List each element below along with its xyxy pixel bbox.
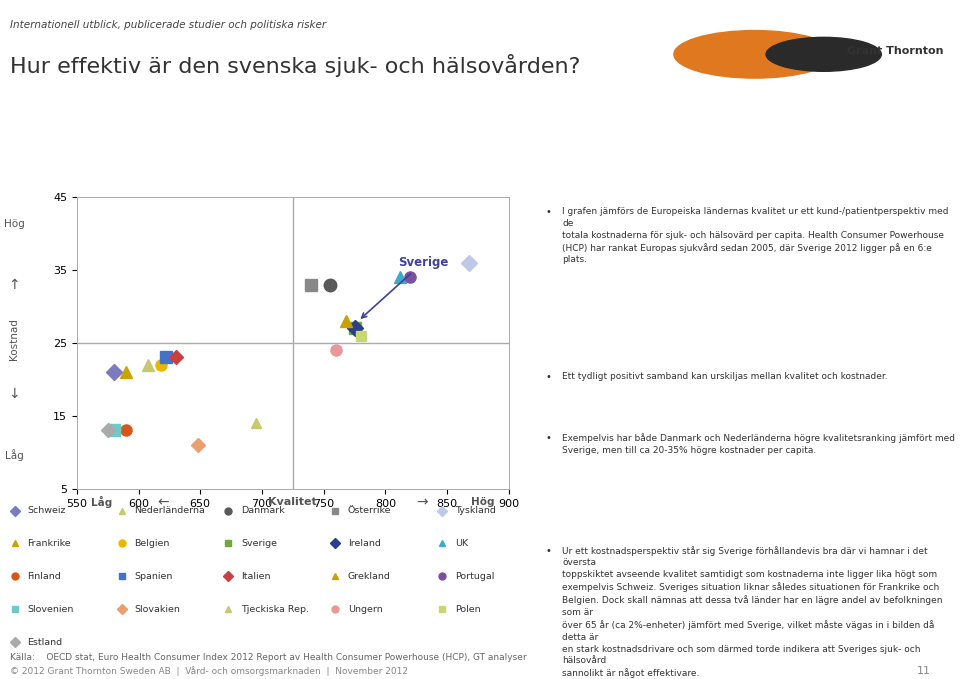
Text: Ireland: Ireland: [348, 539, 381, 548]
Text: Kommentarer: Kommentarer: [549, 158, 657, 172]
Text: ↑: ↑: [9, 278, 20, 292]
Text: Grekland: Grekland: [348, 572, 391, 581]
Text: •: •: [545, 372, 551, 382]
Text: ↓: ↓: [9, 387, 20, 401]
Text: Kvalitet ur ett kund/patient perspektiv jmf. med sjuk- och: Kvalitet ur ett kund/patient perspektiv …: [20, 153, 403, 166]
Circle shape: [674, 31, 835, 78]
Text: Portugal: Portugal: [455, 572, 494, 581]
Text: Ett tydligt positivt samband kan urskiljas mellan kvalitet och kostnader.: Ett tydligt positivt samband kan urskilj…: [562, 372, 888, 381]
Text: Nederländerna: Nederländerna: [134, 506, 205, 515]
Text: →: →: [417, 496, 428, 509]
Text: Schweiz: Schweiz: [28, 506, 66, 515]
Text: Tyskland: Tyskland: [455, 506, 495, 515]
Text: Italien: Italien: [241, 572, 271, 581]
Text: Källa:    OECD stat, Euro Health Consumer Index 2012 Report av Health Consumer P: Källa: OECD stat, Euro Health Consumer I…: [10, 653, 526, 662]
Text: Sverige: Sverige: [362, 256, 448, 318]
Text: Österrike: Österrike: [348, 506, 392, 515]
Text: ←: ←: [157, 496, 169, 509]
Text: Ur ett kostnadsperspektiv står sig Sverige förhållandevis bra där vi hamnar i de: Ur ett kostnadsperspektiv står sig Sveri…: [562, 546, 943, 678]
Text: Tjeckiska Rep.: Tjeckiska Rep.: [241, 605, 309, 614]
Text: •: •: [545, 207, 551, 217]
Text: Estland: Estland: [28, 638, 62, 646]
Text: Hög: Hög: [4, 219, 25, 229]
Text: Belgien: Belgien: [134, 539, 170, 548]
Text: Frankrike: Frankrike: [28, 539, 71, 548]
Text: Slovenien: Slovenien: [28, 605, 74, 614]
Text: Hög: Hög: [471, 498, 494, 507]
Text: Ungern: Ungern: [348, 605, 383, 614]
Text: hälsovårdskostnader per capita i Europa: hälsovårdskostnader per capita i Europa: [20, 175, 289, 189]
Text: Danmark: Danmark: [241, 506, 285, 515]
Text: Låg: Låg: [5, 449, 24, 461]
Text: Polen: Polen: [455, 605, 480, 614]
Text: Sverige: Sverige: [241, 539, 277, 548]
Text: Internationell utblick, publicerade studier och politiska risker: Internationell utblick, publicerade stud…: [10, 20, 325, 31]
Text: 11: 11: [917, 665, 931, 676]
Text: © 2012 Grant Thornton Sweden AB  |  Vård- och omsorgsmarknaden  |  November 2012: © 2012 Grant Thornton Sweden AB | Vård- …: [10, 665, 408, 676]
Text: •: •: [545, 546, 551, 555]
Text: Kostnad: Kostnad: [10, 318, 19, 361]
Text: Grant Thornton: Grant Thornton: [847, 46, 944, 56]
Text: Kvalitet: Kvalitet: [269, 498, 317, 507]
Text: UK: UK: [455, 539, 468, 548]
Circle shape: [766, 37, 881, 71]
Text: Exempelvis har både Danmark och Nederländerna högre kvalitetsranking jämfört med: Exempelvis har både Danmark och Nederlän…: [562, 433, 955, 454]
Text: Spanien: Spanien: [134, 572, 173, 581]
Text: Slovakien: Slovakien: [134, 605, 180, 614]
Text: Hur effektiv är den svenska sjuk- och hälsovården?: Hur effektiv är den svenska sjuk- och hä…: [10, 54, 580, 77]
Text: Finland: Finland: [28, 572, 61, 581]
Text: Låg: Låg: [91, 496, 112, 509]
Text: I grafen jämförs de Europeiska ländernas kvalitet ur ett kund-/patientperspektiv: I grafen jämförs de Europeiska ländernas…: [562, 207, 948, 265]
Text: •: •: [545, 433, 551, 443]
